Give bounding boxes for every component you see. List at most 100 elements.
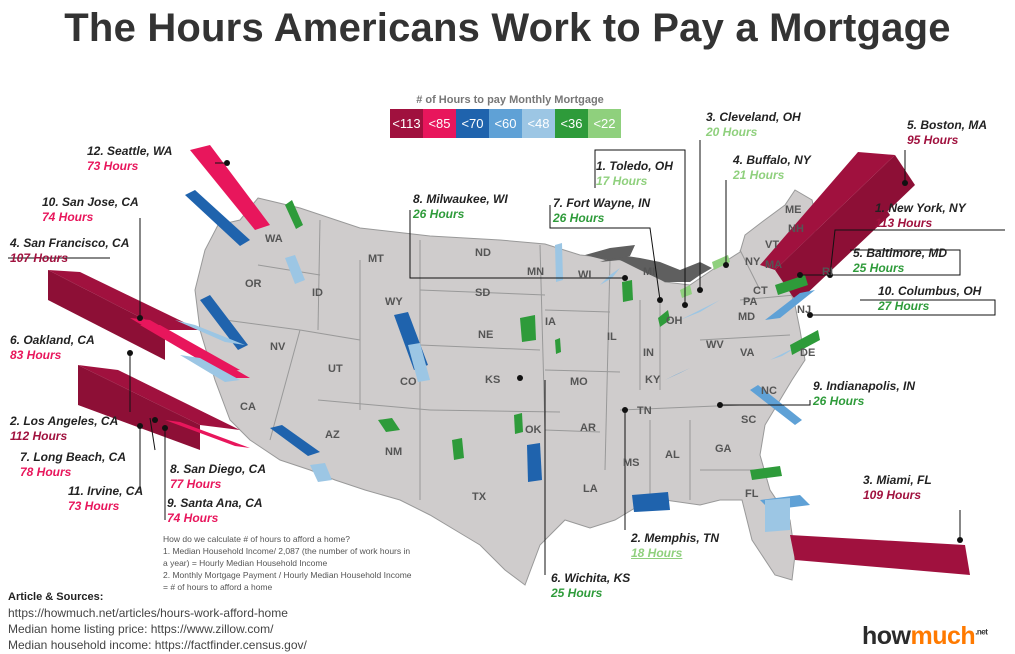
svg-text:AL: AL [665, 449, 680, 461]
city-label-new-york: 1. New York, NY 113 Hours [875, 201, 966, 231]
legend-item: <70 [456, 109, 489, 138]
svg-text:IL: IL [607, 331, 617, 343]
city-name: 2. Los Angeles, CA [10, 414, 119, 428]
city-hours: 83 Hours [10, 348, 62, 362]
city-name: 3. Cleveland, OH [706, 110, 801, 124]
city-name: 5. Baltimore, MD [853, 246, 948, 260]
city-name: 11. Irvine, CA [68, 484, 144, 498]
svg-text:MT: MT [368, 253, 384, 265]
city-label-seattle: 12. Seattle, WA 73 Hours [87, 144, 172, 174]
svg-text:MN: MN [527, 266, 544, 278]
city-label-cleveland: 3. Cleveland, OH 20 Hours [706, 110, 801, 140]
svg-text:VT: VT [765, 239, 779, 251]
city-label-columbus: 10. Columbus, OH 27 Hours [878, 284, 981, 314]
method-line: = # of hours to afford a home [163, 582, 273, 592]
svg-text:PA: PA [743, 296, 758, 308]
city-name: 9. Santa Ana, CA [167, 496, 263, 510]
bars-mid [175, 190, 815, 532]
city-name: 1. Toledo, OH [596, 159, 673, 173]
legend-item: <22 [588, 109, 621, 138]
svg-text:CO: CO [400, 376, 417, 388]
bar-new-york [775, 155, 915, 300]
howmuch-logo[interactable]: howmuch.net [862, 622, 988, 650]
legend: <113 <85 <70 <60 <48 <36 <22 [390, 109, 621, 138]
city-label-baltimore: 5. Baltimore, MD 25 Hours [853, 246, 947, 276]
svg-text:SC: SC [741, 414, 756, 426]
bar-los-angeles-side [78, 365, 200, 450]
method-line: 1. Median Household Income/ 2,087 (the n… [163, 546, 411, 556]
svg-text:NM: NM [385, 446, 402, 458]
city-label-irvine: 11. Irvine, CA 73 Hours [68, 484, 143, 514]
city-hours: 112 Hours [10, 429, 68, 443]
city-hours: 26 Hours [413, 207, 465, 221]
svg-text:NV: NV [270, 341, 286, 353]
svg-text:MI: MI [643, 266, 655, 278]
svg-text:MS: MS [623, 457, 640, 469]
city-name: 9. Indianapolis, IN [813, 379, 916, 393]
bar-seattle [190, 145, 270, 230]
city-label-los-angeles: 2. Los Angeles, CA 112 Hours [10, 414, 118, 444]
svg-text:KY: KY [645, 374, 661, 386]
method-line: a year) = Hourly Median Household Income [163, 558, 328, 568]
svg-text:OH: OH [666, 315, 683, 327]
city-label-long-beach: 7. Long Beach, CA 78 Hours [20, 450, 126, 480]
bar-san-francisco-side [48, 270, 165, 360]
city-hours: 26 Hours [813, 394, 865, 408]
bar-los-angeles [78, 365, 240, 430]
city-name: 5. Boston, MA [907, 118, 987, 132]
svg-text:DE: DE [800, 347, 815, 359]
legend-item: <85 [423, 109, 456, 138]
svg-text:OK: OK [525, 424, 542, 436]
svg-text:WA: WA [265, 233, 283, 245]
city-hours: 17 Hours [596, 174, 648, 188]
legend-item: <48 [522, 109, 555, 138]
svg-text:OR: OR [245, 278, 262, 290]
city-hours: 18 Hours [631, 546, 683, 560]
city-hours: 74 Hours [167, 511, 219, 525]
svg-text:SD: SD [475, 287, 490, 299]
svg-text:MD: MD [738, 311, 755, 323]
city-label-wichita: 6. Wichita, KS 25 Hours [551, 571, 630, 601]
city-label-buffalo: 4. Buffalo, NY 21 Hours [733, 153, 811, 183]
us-landmass [194, 189, 819, 586]
svg-text:NE: NE [478, 329, 493, 341]
legend-title: # of Hours to pay Monthly Mortgage [416, 94, 604, 106]
city-name: 7. Fort Wayne, IN [553, 196, 651, 210]
svg-text:KS: KS [485, 374, 500, 386]
svg-text:UT: UT [328, 363, 343, 375]
city-name: 6. Oakland, CA [10, 333, 95, 347]
city-label-memphis: 2. Memphis, TN 18 Hours [631, 531, 719, 561]
sources-title: Article & Sources: [8, 591, 104, 603]
source-link[interactable]: Median household income: https://factfin… [8, 638, 307, 652]
svg-text:ND: ND [475, 247, 491, 259]
legend-item: <36 [555, 109, 588, 138]
svg-text:MO: MO [570, 376, 588, 388]
source-link[interactable]: https://howmuch.net/articles/hours-work-… [8, 606, 288, 620]
page-title: The Hours Americans Work to Pay a Mortga… [64, 6, 951, 50]
source-link[interactable]: Median home listing price: https://www.z… [8, 622, 274, 636]
city-hours: 95 Hours [907, 133, 959, 147]
bar-long-beach [165, 420, 250, 448]
svg-text:ID: ID [312, 287, 323, 299]
city-label-santa-ana: 9. Santa Ana, CA 74 Hours [167, 496, 263, 526]
city-label-toledo: 1. Toledo, OH 17 Hours [596, 159, 673, 189]
city-name: 1. New York, NY [875, 201, 966, 215]
city-label-san-francisco: 4. San Francisco, CA 107 Hours [10, 236, 129, 266]
svg-text:MA: MA [765, 259, 782, 271]
leader-lines [8, 140, 1005, 575]
svg-text:ME: ME [785, 204, 802, 216]
method-note: How do we calculate # of hours to afford… [163, 533, 483, 593]
svg-text:RI: RI [822, 266, 833, 278]
svg-text:CA: CA [240, 401, 256, 413]
svg-text:NY: NY [745, 256, 761, 268]
city-hours: 20 Hours [706, 125, 758, 139]
city-name: 8. Milwaukee, WI [413, 192, 508, 206]
city-label-indianapolis: 9. Indianapolis, IN 26 Hours [813, 379, 915, 409]
city-name: 12. Seattle, WA [87, 144, 173, 158]
svg-text:IN: IN [643, 347, 654, 359]
city-label-san-jose: 10. San Jose, CA 74 Hours [42, 195, 139, 225]
sources: Article & Sources: https://howmuch.net/a… [8, 589, 307, 653]
svg-text:WI: WI [578, 269, 591, 281]
bar-miami [790, 535, 970, 575]
